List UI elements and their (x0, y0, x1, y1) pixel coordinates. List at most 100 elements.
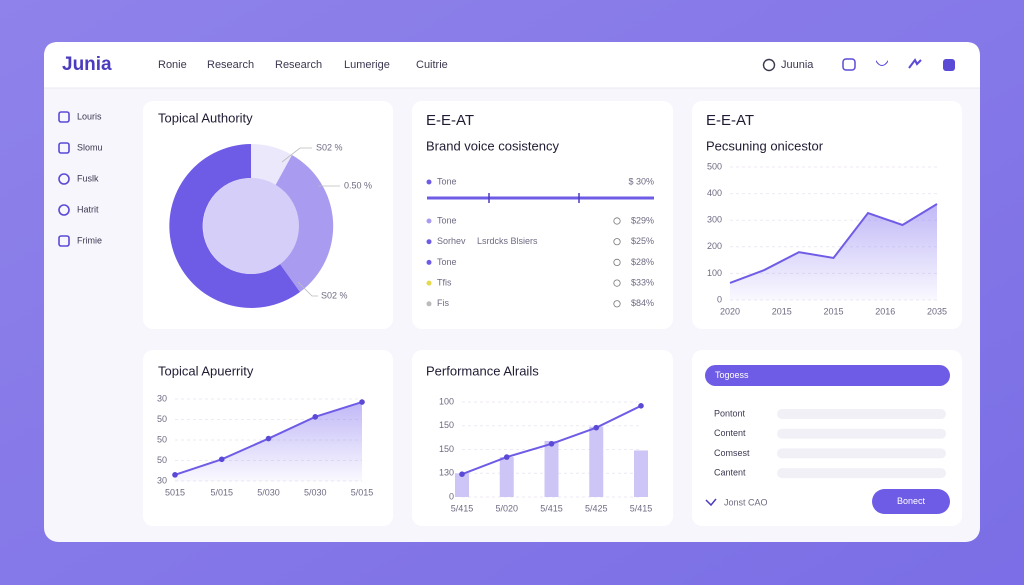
y-tick-label: 100 (707, 268, 722, 278)
y-tick-label: 30 (157, 475, 167, 485)
x-tick-label: 5/030 (257, 487, 280, 497)
nav-item[interactable]: Research (207, 59, 254, 71)
x-tick-label: 2016 (875, 306, 895, 316)
card-title: Performance Alrails (426, 363, 539, 378)
y-tick-label: 50 (157, 414, 167, 424)
bar (634, 450, 648, 497)
point (359, 399, 365, 405)
x-tick-label: 5/015 (210, 487, 233, 497)
x-tick-label: 2015 (772, 306, 792, 316)
radio[interactable] (613, 279, 621, 287)
account[interactable]: Juunia (781, 59, 814, 71)
x-tick-label: 5/020 (495, 503, 518, 513)
donut-segment (275, 155, 334, 292)
x-tick-label: 5/415 (451, 503, 474, 513)
point (265, 435, 272, 442)
x-tick-label: 5/425 (585, 503, 608, 513)
callout (297, 281, 318, 297)
point (172, 472, 178, 478)
y-tick-label: 100 (439, 396, 454, 406)
sidebar-item[interactable]: Hatrit (77, 204, 99, 214)
point (548, 441, 555, 447)
row-value: $33% (631, 277, 654, 287)
nav-item[interactable]: Research (275, 59, 322, 71)
y-tick-label: 50 (157, 455, 167, 465)
row-label: Pontont (714, 408, 746, 418)
dot (426, 259, 432, 265)
x-tick-label: 5/030 (304, 487, 327, 497)
brand[interactable]: Junia (62, 54, 112, 75)
icon[interactable] (842, 58, 856, 71)
button[interactable] (705, 365, 950, 386)
sidebar-icon (58, 235, 70, 247)
y-tick-label: 150 (439, 420, 454, 430)
card (412, 101, 673, 329)
sidebar-icon (58, 204, 70, 216)
y-tick-label: 400 (707, 188, 722, 198)
bar (589, 426, 604, 497)
row-label: Cantent (714, 467, 746, 477)
button-label[interactable]: Bonect (897, 496, 926, 506)
donut-segment (251, 144, 292, 186)
x-tick-label: 5015 (165, 487, 185, 497)
x-tick-label: 2035 (927, 306, 947, 316)
donut-segment (169, 144, 300, 308)
placeholder (777, 448, 946, 459)
dot (426, 239, 432, 245)
y-tick-label: 500 (707, 161, 722, 171)
point (503, 454, 510, 460)
radio[interactable] (613, 258, 621, 266)
donut-label: S02 % (316, 142, 343, 152)
point (638, 403, 644, 409)
placeholder (777, 409, 946, 419)
donut-label: 0.50 % (344, 180, 372, 190)
row-value: $25% (631, 236, 654, 246)
y-tick-label: 0 (717, 294, 722, 304)
button[interactable] (872, 489, 950, 514)
sidebar-item[interactable]: Frimie (77, 235, 102, 245)
placeholder (777, 468, 946, 479)
radio[interactable] (613, 217, 621, 225)
row-label: Fis (437, 298, 449, 308)
card-title: Topical Apuerrity (158, 363, 254, 378)
x-tick-label: 2020 (720, 306, 740, 316)
y-tick-label: 0 (449, 491, 454, 501)
radio[interactable] (613, 300, 621, 308)
x-tick-label: 5/015 (351, 487, 374, 497)
dot (426, 280, 432, 286)
card-title: Topical Authority (158, 110, 253, 125)
row-label: Tone (437, 176, 457, 186)
row-value: $28% (631, 257, 654, 267)
donut-hole (203, 178, 299, 274)
dot (426, 301, 432, 307)
icon[interactable] (876, 60, 888, 66)
nav-item[interactable]: Lumerige (344, 59, 390, 71)
row-label: Comsest (714, 448, 750, 458)
bar (544, 440, 559, 497)
y-tick-label: 200 (707, 241, 722, 251)
radio[interactable] (613, 238, 621, 246)
placeholder (777, 428, 946, 439)
sidebar-item[interactable]: Fuslk (77, 173, 99, 183)
dot (426, 179, 432, 185)
icon[interactable] (943, 59, 955, 71)
sidebar-item[interactable]: Slomu (77, 142, 103, 152)
nav-item[interactable]: Ronie (158, 59, 187, 71)
row-label: Tfis (437, 277, 452, 287)
y-tick-label: 30 (157, 393, 167, 403)
button-label: Togoess (715, 370, 749, 380)
sidebar-icon (58, 111, 70, 123)
row-value: $29% (631, 215, 654, 225)
callout (281, 147, 312, 163)
row-label: Content (714, 428, 746, 438)
donut-label: S02 % (321, 290, 348, 300)
y-tick-label: 150 (439, 444, 454, 454)
sidebar-item[interactable]: Louris (77, 111, 102, 121)
icon[interactable] (908, 58, 922, 69)
row-label: Tone (437, 215, 457, 225)
point (593, 424, 600, 431)
y-tick-label: 300 (707, 215, 722, 225)
y-tick-label: 50 (157, 434, 167, 444)
row-value: $ 30% (628, 176, 654, 186)
nav-item[interactable]: Cuitrie (416, 59, 448, 71)
